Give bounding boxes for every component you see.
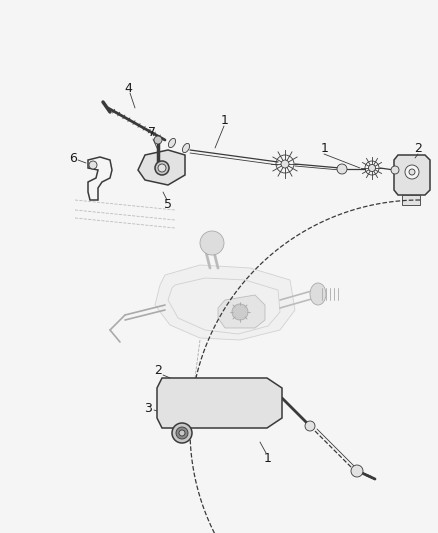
Polygon shape — [218, 295, 265, 328]
Circle shape — [405, 165, 419, 179]
Text: 1: 1 — [221, 114, 229, 126]
Polygon shape — [394, 155, 430, 195]
Text: 6: 6 — [69, 151, 77, 165]
Ellipse shape — [182, 143, 190, 152]
Circle shape — [232, 304, 248, 320]
Circle shape — [89, 161, 97, 169]
Text: 1: 1 — [264, 451, 272, 464]
Polygon shape — [157, 378, 282, 428]
Text: 2: 2 — [154, 364, 162, 376]
Circle shape — [176, 427, 188, 439]
Circle shape — [155, 161, 169, 175]
Polygon shape — [402, 195, 420, 205]
Circle shape — [281, 160, 289, 168]
Ellipse shape — [310, 283, 326, 305]
Circle shape — [391, 166, 399, 174]
Circle shape — [172, 423, 192, 443]
Ellipse shape — [169, 139, 176, 148]
Circle shape — [337, 164, 347, 174]
Text: 4: 4 — [124, 82, 132, 94]
Text: 2: 2 — [414, 141, 422, 155]
Circle shape — [368, 165, 375, 172]
Polygon shape — [88, 157, 112, 200]
Circle shape — [179, 430, 185, 436]
Polygon shape — [155, 265, 295, 340]
Circle shape — [154, 136, 162, 144]
Text: 3: 3 — [144, 401, 152, 415]
Circle shape — [305, 421, 315, 431]
Text: 5: 5 — [164, 198, 172, 212]
Circle shape — [409, 169, 415, 175]
Circle shape — [200, 231, 224, 255]
Circle shape — [158, 164, 166, 172]
Polygon shape — [138, 150, 185, 185]
Text: 1: 1 — [321, 141, 329, 155]
Text: 7: 7 — [148, 126, 156, 140]
Circle shape — [351, 465, 363, 477]
